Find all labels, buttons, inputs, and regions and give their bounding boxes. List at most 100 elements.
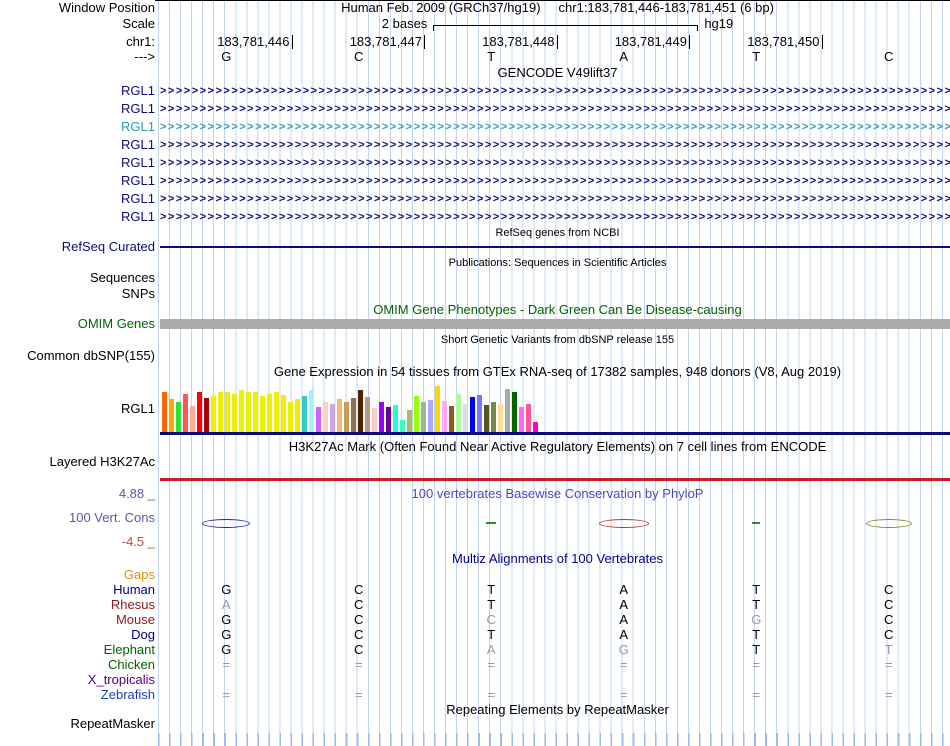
gene-arrow-line[interactable]: >>>>>>>>>>>>>>>>>>>>>>>>>>>>>>>>>>>>>>>>… [160,121,950,133]
gtex-bar[interactable] [239,390,244,432]
gtex-bar[interactable] [414,396,419,432]
gtex-bar[interactable] [295,399,300,432]
common-dbsnp-label[interactable]: Common dbSNP(155) [27,349,155,363]
gtex-bar[interactable] [393,405,398,432]
repeatmasker-label[interactable]: RepeatMasker [70,717,155,731]
multiz-track[interactable]: Gaps Human G C T A T C Rhesus A C T A T C Mouse G C C A G C Do… [0,567,950,702]
gtex-bar[interactable] [379,402,384,432]
gtex-chart-row[interactable]: RGL1 [0,384,950,435]
gtex-bar[interactable] [337,399,342,432]
gtex-bar[interactable] [491,402,496,432]
gtex-bar[interactable] [351,398,356,432]
gtex-bar[interactable] [358,390,363,432]
species-label[interactable]: X_tropicalis [87,672,155,687]
species-label[interactable]: Chicken [108,657,155,672]
gene-track-row[interactable]: RGL1 >>>>>>>>>>>>>>>>>>>>>>>>>>>>>>>>>>>>… [0,82,950,100]
gene-track-row[interactable]: RGL1 >>>>>>>>>>>>>>>>>>>>>>>>>>>>>>>>>>>>… [0,172,950,190]
gtex-bar[interactable] [309,390,314,432]
gtex-bar[interactable] [498,404,503,432]
gtex-bar[interactable] [274,392,279,432]
gtex-bar[interactable] [288,402,293,432]
layered-h3k27ac-track[interactable] [160,455,950,469]
gene-arrow-line[interactable]: >>>>>>>>>>>>>>>>>>>>>>>>>>>>>>>>>>>>>>>>… [160,85,950,97]
gtex-bar[interactable] [225,392,230,432]
gene-arrow-line[interactable]: >>>>>>>>>>>>>>>>>>>>>>>>>>>>>>>>>>>>>>>>… [160,175,950,187]
gene-track-label[interactable]: RGL1 [121,137,155,152]
gtex-bar[interactable] [428,400,433,432]
common-dbsnp-row[interactable]: Common dbSNP(155) [0,349,950,363]
gtex-bar[interactable] [512,392,517,432]
gtex-bar[interactable] [253,392,258,432]
gene-arrow-line[interactable]: >>>>>>>>>>>>>>>>>>>>>>>>>>>>>>>>>>>>>>>>… [160,139,950,151]
repeatmasker-track[interactable] [160,717,950,731]
gtex-bar[interactable] [330,404,335,432]
gene-track-label[interactable]: RGL1 [121,155,155,170]
multiz-row[interactable]: Chicken = = = = = = [0,657,950,672]
gtex-bar[interactable] [519,407,524,432]
gene-track-row[interactable]: RGL1 >>>>>>>>>>>>>>>>>>>>>>>>>>>>>>>>>>>>… [0,190,950,208]
gene-arrow-line[interactable]: >>>>>>>>>>>>>>>>>>>>>>>>>>>>>>>>>>>>>>>>… [160,193,950,205]
gtex-bar[interactable] [169,399,174,432]
species-label[interactable]: Human [113,582,155,597]
multiz-row[interactable]: Human G C T A T C [0,582,950,597]
gene-track-label[interactable]: RGL1 [121,191,155,206]
gtex-bar[interactable] [260,396,265,432]
gtex-bar[interactable] [204,398,209,432]
multiz-row[interactable]: Mouse G C C A G C [0,612,950,627]
conservation-label[interactable]: 100 Vert. Cons [69,510,155,525]
gtex-bar[interactable] [281,395,286,432]
gtex-bar[interactable] [463,404,468,432]
repeatmasker-row[interactable]: RepeatMasker [0,717,950,731]
snps-label[interactable]: SNPs [121,287,155,301]
snps-row[interactable]: SNPs [0,287,950,301]
gtex-bar[interactable] [407,410,412,432]
gene-track-label[interactable]: RGL1 [121,119,155,134]
gtex-bar[interactable] [211,396,216,432]
gtex-track[interactable] [160,384,950,435]
conservation-track[interactable] [160,505,950,533]
gtex-bar[interactable] [505,389,510,432]
gtex-bar[interactable] [533,422,538,432]
sequences-label[interactable]: Sequences [89,271,155,285]
refseq-curated-track[interactable] [160,240,950,254]
species-label[interactable]: Zebrafish [100,687,155,702]
gtex-bar[interactable] [176,402,181,432]
multiz-row[interactable]: Zebrafish = = = = = = [0,687,950,702]
gtex-bar[interactable] [323,402,328,432]
gtex-bar[interactable] [344,402,349,432]
gtex-bar[interactable] [421,402,426,432]
gene-track-label[interactable]: RGL1 [121,101,155,116]
h3k27ac-signal-track[interactable] [160,478,950,481]
gtex-bar[interactable] [386,407,391,432]
gene-track-label[interactable]: RGL1 [121,83,155,98]
gtex-bar[interactable] [456,394,461,432]
gtex-bar[interactable] [365,397,370,432]
gene-arrow-line[interactable]: >>>>>>>>>>>>>>>>>>>>>>>>>>>>>>>>>>>>>>>>… [160,103,950,115]
species-label[interactable]: Rhesus [110,597,155,612]
layered-h3k27ac-row[interactable]: Layered H3K27Ac [0,455,950,469]
multiz-row[interactable]: Rhesus A C T A T C [0,597,950,612]
gtex-bar[interactable] [197,392,202,432]
gtex-bar[interactable] [218,392,223,432]
gtex-bar[interactable] [400,420,405,432]
multiz-row[interactable]: Elephant G C A G T T [0,642,950,657]
gtex-bar[interactable] [449,406,454,432]
gene-arrow-line[interactable]: >>>>>>>>>>>>>>>>>>>>>>>>>>>>>>>>>>>>>>>>… [160,157,950,169]
species-label[interactable]: Gaps [123,567,155,582]
gtex-bar[interactable] [442,401,447,432]
gene-track-row[interactable]: RGL1 >>>>>>>>>>>>>>>>>>>>>>>>>>>>>>>>>>>>… [0,208,950,226]
gtex-bar[interactable] [183,394,188,432]
sequences-row[interactable]: Sequences [0,271,950,285]
gtex-bar[interactable] [246,392,251,432]
gtex-bar[interactable] [470,397,475,432]
gtex-bar[interactable] [232,394,237,432]
gene-track-row[interactable]: RGL1 >>>>>>>>>>>>>>>>>>>>>>>>>>>>>>>>>>>>… [0,118,950,136]
species-label[interactable]: Elephant [103,642,155,657]
gene-track-row[interactable]: RGL1 >>>>>>>>>>>>>>>>>>>>>>>>>>>>>>>>>>>>… [0,154,950,172]
gene-arrow-line[interactable]: >>>>>>>>>>>>>>>>>>>>>>>>>>>>>>>>>>>>>>>>… [160,211,950,223]
refseq-curated-row[interactable]: RefSeq Curated [0,240,950,254]
gene-track-label[interactable]: RGL1 [121,209,155,224]
gene-track-row[interactable]: RGL1 >>>>>>>>>>>>>>>>>>>>>>>>>>>>>>>>>>>>… [0,136,950,154]
omim-genes-label[interactable]: OMIM Genes [77,318,155,330]
layered-h3k27ac-label[interactable]: Layered H3K27Ac [49,455,155,469]
